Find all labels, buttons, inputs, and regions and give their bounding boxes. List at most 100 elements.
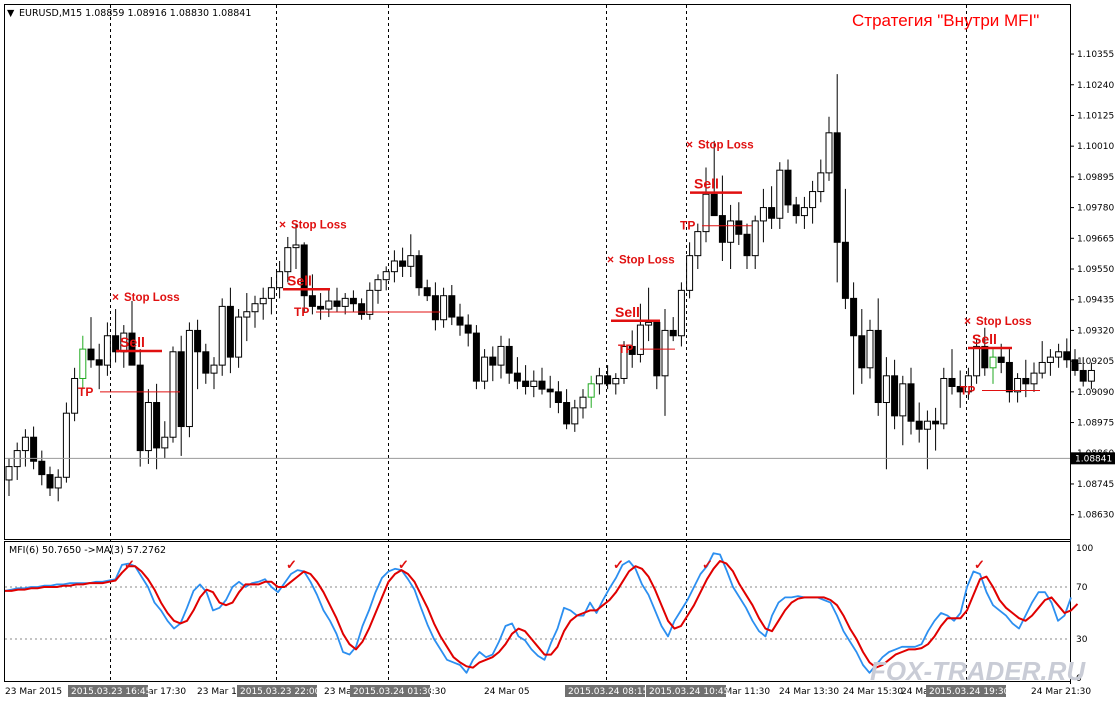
candle-body [251, 303, 259, 313]
candle-body [923, 420, 931, 430]
candle-body [587, 383, 595, 398]
candle-body [54, 476, 62, 489]
candle-body [374, 279, 382, 291]
candle-body [956, 385, 964, 393]
candle-body [292, 244, 300, 249]
candle-body [809, 191, 817, 209]
candle-body [210, 364, 218, 374]
stop-loss-label: Stop Loss [124, 292, 180, 304]
tp-label: TP [294, 305, 309, 319]
candle-body [235, 316, 243, 358]
candle-body [30, 436, 38, 462]
time-tick-label: 24 Mar 11:30 [710, 687, 770, 697]
stop-loss-label: Stop Loss [291, 220, 347, 232]
symbol-info: EURUSD,M15 1.08859 1.08916 1.08830 1.088… [19, 8, 251, 19]
candle-body [1038, 361, 1046, 374]
candle-body [464, 324, 472, 334]
price-tick-label: 1.09435 [1077, 296, 1114, 306]
candle-body [997, 356, 1005, 363]
candle-body [899, 383, 907, 417]
price-tick-label: 1.10125 [1077, 111, 1114, 121]
stop-loss-icon: × [112, 290, 119, 304]
candle-body [866, 329, 874, 369]
price-tick-label: 1.10010 [1077, 142, 1114, 152]
candle-body [636, 324, 644, 355]
candle-body [341, 297, 349, 307]
candle-body [1071, 359, 1079, 371]
time-highlight-label: 2015.03.24 01:30 [353, 687, 434, 697]
sell-label: Sell [615, 304, 640, 320]
time-highlight-label: 2015.03.24 19:30 [929, 687, 1010, 697]
candle-body [645, 321, 653, 326]
candle-body [62, 412, 70, 478]
price-tick-label: 1.10355 [1077, 50, 1114, 60]
stop-loss-label: Stop Loss [619, 254, 675, 266]
candle-body [981, 345, 989, 369]
candle-body [694, 231, 702, 257]
time-highlight-badge [926, 685, 1006, 697]
signal-check-icon: ✓ [398, 557, 409, 572]
price-tick-label: 1.09780 [1077, 204, 1114, 214]
time-highlight-label: 2015.03.23 22:00 [240, 687, 321, 697]
time-tick-label: 24 Mar 13:30 [779, 687, 839, 697]
candle-body [415, 255, 423, 289]
time-axis: 23 Mar 2015 23 Mar 17:30 23 Mar 19 23 Mar 24… [5, 685, 1091, 697]
mfi-tick-label: 100 [1076, 544, 1093, 554]
time-highlight-label: 2015.03.24 10:45 [649, 687, 729, 697]
candle-body [841, 241, 849, 299]
candle-body [5, 466, 13, 481]
candle-body [743, 233, 751, 257]
candle-body [604, 375, 612, 385]
time-highlight-badge [68, 685, 148, 697]
time-highlight-label: 2015.03.24 08:15 [568, 687, 648, 697]
candle-body [423, 287, 431, 297]
candle-body [185, 329, 193, 428]
sell-label: Sell [120, 334, 145, 350]
price-tick-label: 1.08745 [1077, 480, 1114, 490]
candle-body [989, 356, 997, 369]
candle-body [522, 380, 530, 387]
candle-body [325, 300, 333, 310]
candle-body [112, 335, 120, 353]
candle-body [915, 420, 923, 430]
time-tick-label: 23 Mar 19 [197, 687, 243, 697]
candle-body [932, 420, 940, 425]
candle-body [284, 247, 292, 273]
tp-label: TP [618, 342, 633, 356]
candle-body [776, 169, 784, 219]
candle-body [128, 332, 136, 366]
candle-body [505, 345, 513, 374]
candle-body [177, 351, 185, 428]
candle-body [1046, 356, 1054, 363]
candle-body [243, 311, 251, 318]
candle-body [349, 297, 357, 305]
price-tick-label: 1.09895 [1077, 173, 1114, 183]
candle-body [71, 377, 79, 414]
candle-body [784, 169, 792, 206]
mfi-line [4, 552, 1072, 674]
candle-body [817, 172, 825, 193]
candle-body [612, 377, 620, 385]
candle-body [1022, 377, 1030, 385]
candle-body [751, 220, 759, 257]
candle-body [38, 460, 46, 476]
candle-body [579, 396, 587, 409]
candle-body [530, 380, 538, 387]
time-tick-label: 24 Mar 15:30 [843, 687, 903, 697]
stop-loss-icon: × [686, 138, 693, 152]
candle-body [850, 297, 858, 337]
stop-loss-icon: × [964, 314, 971, 328]
candle-body [276, 271, 284, 289]
candle-body [1087, 369, 1095, 382]
mfi-tick-label: 0 [1076, 674, 1082, 684]
watermark: FOX-TRADER.RU [870, 656, 1086, 686]
candle-body [317, 305, 325, 310]
tp-label: TP [680, 219, 695, 233]
candle-body [669, 329, 677, 337]
candle-body [554, 391, 562, 404]
candle-body [710, 193, 718, 217]
candle-body [390, 260, 398, 273]
menu-icon[interactable]: ▼ [7, 8, 15, 19]
candle-body [95, 359, 103, 366]
